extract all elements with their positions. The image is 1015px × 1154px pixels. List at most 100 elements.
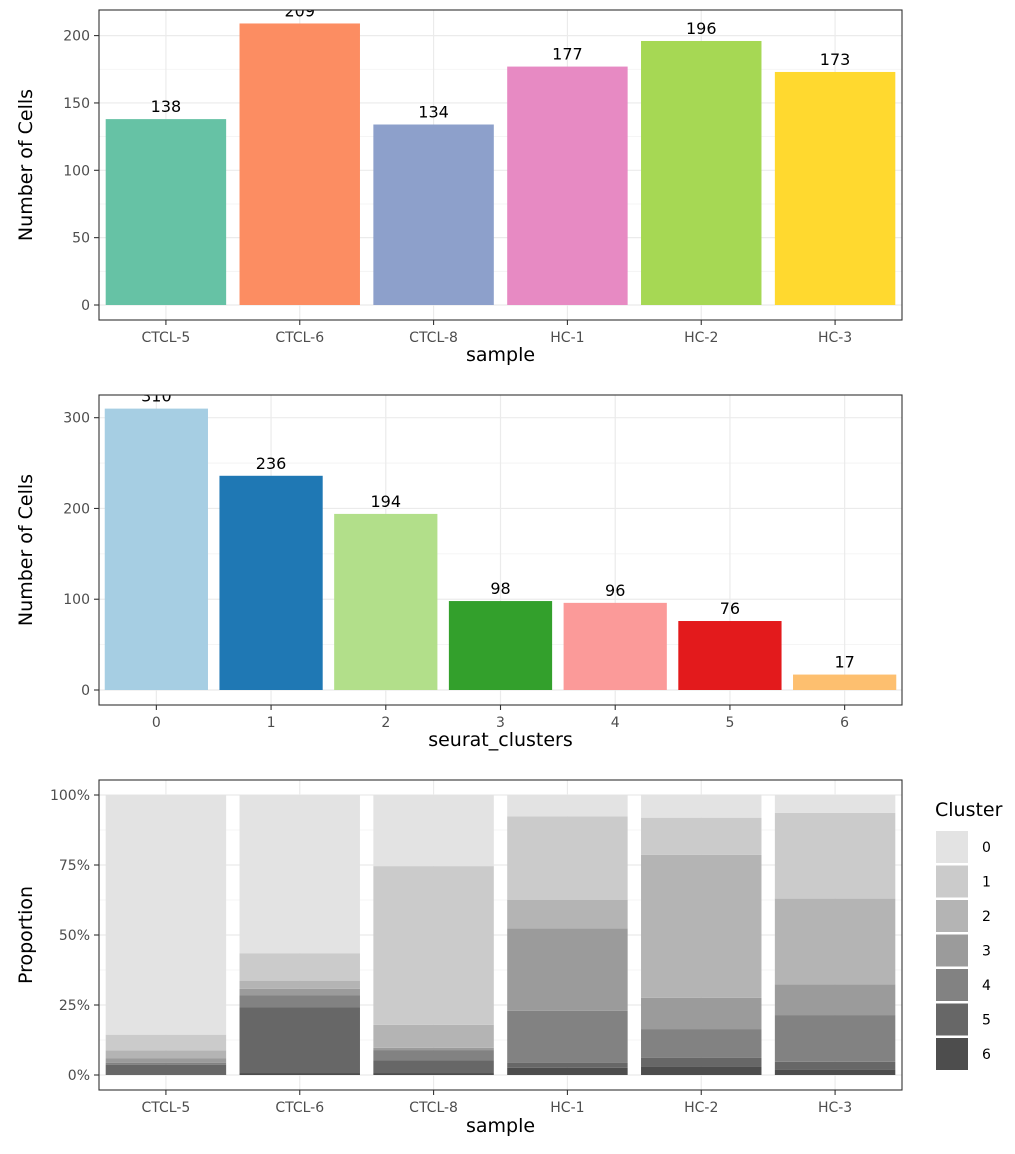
x-tick-label: HC-2 bbox=[684, 1100, 718, 1116]
stack-segment-HC-3-cluster-1 bbox=[774, 812, 896, 899]
y-tick-label: 100% bbox=[50, 788, 90, 804]
data-label-CTCL-5: 138 bbox=[151, 97, 182, 116]
legend-label-4: 4 bbox=[982, 978, 991, 994]
legend-label-0: 0 bbox=[982, 840, 991, 856]
panel-border bbox=[98, 9, 903, 321]
stack-segment-HC-3-cluster-4 bbox=[774, 1015, 896, 1062]
bar-CTCL-5 bbox=[105, 119, 227, 305]
data-label-2: 194 bbox=[371, 492, 402, 511]
stack-segment-CTCL-8-cluster-3 bbox=[373, 1047, 494, 1051]
legend-label-1: 1 bbox=[982, 875, 991, 891]
x-tick-label: CTCL-6 bbox=[275, 1100, 324, 1116]
y-tick-label: 25% bbox=[59, 998, 90, 1014]
bars: 138 209 134 177 196 173 bbox=[105, 1, 896, 306]
stack-segment-CTCL-6-cluster-4 bbox=[239, 995, 360, 1008]
y-tick-label: 150 bbox=[63, 96, 90, 112]
stack-segment-CTCL-5-cluster-2 bbox=[105, 1050, 227, 1059]
stack-segment-HC-2-cluster-6 bbox=[641, 1066, 762, 1075]
stack-segment-CTCL-8-cluster-5 bbox=[373, 1060, 494, 1074]
data-label-CTCL-6: 209 bbox=[284, 1, 315, 20]
y-tick-label: 0 bbox=[81, 298, 90, 314]
legend-key-2 bbox=[936, 900, 968, 932]
chart-panel-1: 138 209 134 177 196 173 0 50 100 150 200 CTCL-5 CTCL… bbox=[15, 1, 903, 366]
bars bbox=[105, 794, 896, 1075]
y-tick-label: 100 bbox=[63, 163, 90, 179]
stack-segment-HC-1-cluster-0 bbox=[507, 795, 628, 817]
stack-segment-HC-2-cluster-3 bbox=[641, 997, 762, 1030]
x-tick-label: 0 bbox=[152, 715, 161, 731]
bar-CTCL-8 bbox=[373, 124, 494, 306]
bar-3 bbox=[448, 601, 553, 690]
legend-label-3: 3 bbox=[982, 944, 991, 960]
legend-title: Cluster bbox=[935, 799, 1003, 821]
stack-segment-HC-2-cluster-5 bbox=[641, 1057, 762, 1067]
y-tick-label: 200 bbox=[63, 29, 90, 45]
stack-segment-CTCL-8-cluster-0 bbox=[373, 795, 494, 867]
y-tick-label: 50 bbox=[72, 231, 90, 247]
data-label-HC-1: 177 bbox=[552, 45, 583, 64]
stack-segment-CTCL-8-cluster-6 bbox=[373, 1073, 494, 1075]
x-tick-label: CTCL-6 bbox=[275, 330, 324, 346]
x-axis-title: seurat_clusters bbox=[428, 729, 573, 751]
stack-segment-CTCL-6-cluster-5 bbox=[239, 1007, 360, 1074]
legend: Cluster 0 1 2 3 4 5 6 bbox=[935, 799, 1003, 1070]
panel-background bbox=[99, 10, 902, 320]
data-label-1: 236 bbox=[256, 454, 287, 473]
x-tick-label: 5 bbox=[725, 715, 734, 731]
data-label-3: 98 bbox=[490, 579, 510, 598]
y-tick-label: 200 bbox=[63, 501, 90, 517]
stack-segment-HC-1-cluster-6 bbox=[507, 1067, 628, 1075]
bar-HC-2 bbox=[641, 40, 762, 305]
data-label-5: 76 bbox=[720, 599, 740, 618]
data-label-0: 310 bbox=[141, 387, 172, 406]
stack-segment-CTCL-5-cluster-3 bbox=[105, 1058, 227, 1063]
stack-segment-HC-1-cluster-4 bbox=[507, 1010, 628, 1063]
bar-6 bbox=[793, 674, 897, 690]
stack-segment-CTCL-6-cluster-0 bbox=[239, 795, 360, 954]
y-axis-title: Number of Cells bbox=[15, 89, 37, 241]
x-tick-label: HC-3 bbox=[818, 330, 852, 346]
x-axis-title: sample bbox=[466, 344, 535, 366]
y-tick-label: 50% bbox=[59, 928, 90, 944]
x-tick-label: 2 bbox=[381, 715, 390, 731]
x-tick-label: 6 bbox=[840, 715, 849, 731]
bar-HC-3 bbox=[774, 71, 896, 305]
x-tick-label: CTCL-5 bbox=[142, 330, 191, 346]
legend-key-0 bbox=[936, 831, 968, 863]
legend-label-6: 6 bbox=[982, 1047, 991, 1063]
legend-key-3 bbox=[936, 934, 968, 967]
stack-segment-HC-3-cluster-3 bbox=[774, 984, 896, 1016]
y-tick-label: 0 bbox=[81, 683, 90, 699]
stack-segment-HC-3-cluster-6 bbox=[774, 1069, 896, 1075]
bar-CTCL-6 bbox=[239, 23, 360, 306]
stack-segment-CTCL-6-cluster-1 bbox=[239, 953, 360, 981]
bar-5 bbox=[678, 621, 782, 690]
data-label-4: 96 bbox=[605, 581, 625, 600]
stack-segment-CTCL-5-cluster-4 bbox=[105, 1062, 227, 1065]
bar-4 bbox=[563, 602, 667, 690]
stack-segment-HC-3-cluster-0 bbox=[774, 795, 896, 813]
stack-segment-CTCL-8-cluster-4 bbox=[373, 1050, 494, 1061]
stack-segment-CTCL-6-cluster-6 bbox=[239, 1073, 360, 1075]
stack-segment-HC-1-cluster-1 bbox=[507, 816, 628, 900]
y-tick-label: 0% bbox=[68, 1068, 90, 1084]
y-tick-label: 100 bbox=[63, 592, 90, 608]
legend-key-5 bbox=[936, 1003, 968, 1036]
stack-segment-HC-3-cluster-5 bbox=[774, 1061, 896, 1070]
data-label-HC-3: 173 bbox=[820, 50, 851, 69]
stack-segment-CTCL-8-cluster-2 bbox=[373, 1024, 494, 1048]
stack-segment-CTCL-5-cluster-0 bbox=[105, 795, 227, 1035]
stack-segment-CTCL-6-cluster-2 bbox=[239, 980, 360, 989]
x-tick-label: HC-2 bbox=[684, 330, 718, 346]
stack-segment-HC-2-cluster-0 bbox=[641, 794, 762, 818]
stack-segment-HC-2-cluster-2 bbox=[641, 854, 762, 998]
stack-segment-HC-2-cluster-4 bbox=[641, 1029, 762, 1058]
legend-label-2: 2 bbox=[982, 909, 991, 925]
stack-segment-HC-2-cluster-1 bbox=[641, 817, 762, 855]
data-label-6: 17 bbox=[834, 653, 854, 672]
x-tick-label: CTCL-5 bbox=[142, 1100, 191, 1116]
y-axis-title: Number of Cells bbox=[15, 474, 37, 626]
legend-key-1 bbox=[936, 865, 968, 898]
x-tick-label: CTCL-8 bbox=[409, 330, 458, 346]
